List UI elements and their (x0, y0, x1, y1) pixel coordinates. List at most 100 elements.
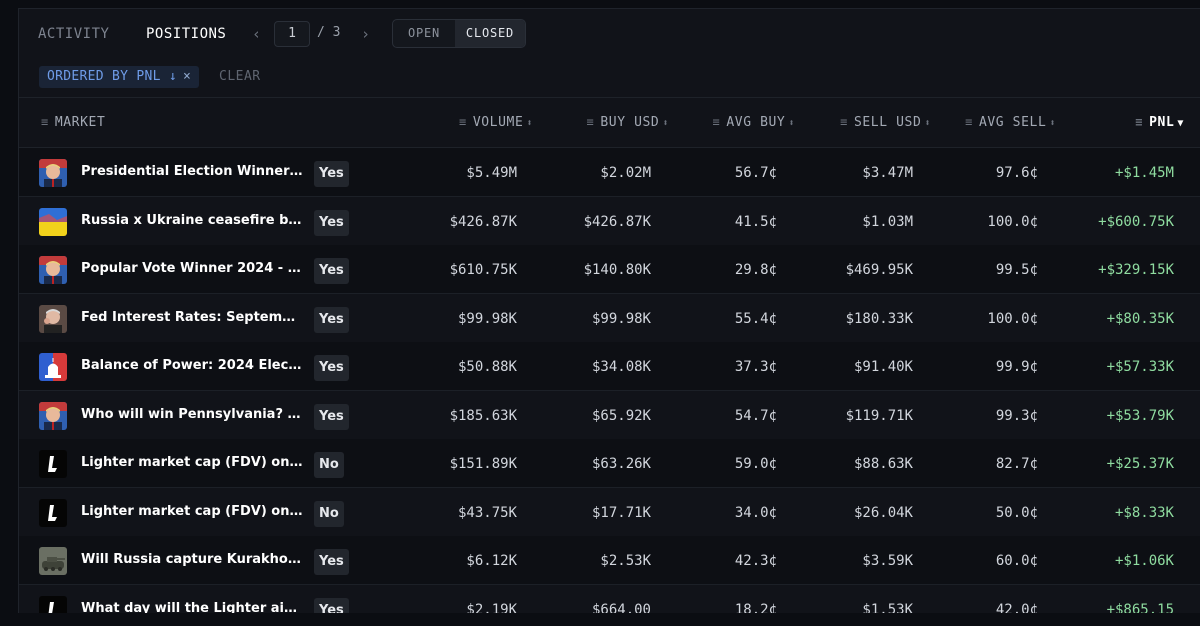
sell-usd-value: $180.33K (845, 310, 913, 327)
avg-sell-value: 97.6¢ (995, 165, 1038, 181)
toggle-open[interactable]: OPEN (407, 26, 441, 40)
pnl-value: +$53.79K (1106, 407, 1174, 424)
table-row[interactable]: Popular Vote Winner 2024 - Donald Trump Y… (19, 245, 1200, 294)
column-label: AVG SELL (978, 115, 1047, 130)
filter-icon[interactable]: ≡ (965, 115, 973, 129)
pnl-value: +$865.15 (1106, 601, 1174, 614)
table-row[interactable]: Presidential Election Winner 2024 - Dona… (19, 148, 1200, 197)
pnl-value: +$25.37K (1106, 456, 1174, 472)
sort-desc-icon[interactable]: ▼ (1177, 118, 1184, 129)
market-name[interactable]: Fed Interest Rates: September 2024 (81, 309, 303, 325)
table-row[interactable]: Who will win Pennsylvania? - Donald Trum… (19, 391, 1200, 440)
pnl-value: +$1.06K (1114, 553, 1174, 569)
page-number-input[interactable]: 1 (274, 21, 310, 47)
filter-bar: ORDERED BY PNL ↓ × CLEAR (19, 59, 1200, 98)
market-name[interactable]: Who will win Pennsylvania? - Donald Trum… (81, 406, 303, 422)
column-pnl[interactable]: ≡ PNL ▼ (1135, 115, 1184, 130)
sort-icon[interactable]: ⬍ (788, 118, 795, 129)
sort-icon[interactable]: ⬍ (924, 118, 931, 129)
buy-usd-value: $17.71K (591, 504, 651, 521)
sell-usd-value: $3.59K (862, 553, 913, 569)
filter-icon[interactable]: ≡ (41, 115, 49, 129)
buy-usd-value: $65.92K (591, 407, 651, 424)
market-name[interactable]: Popular Vote Winner 2024 - Donald Trump (81, 261, 303, 276)
column-avg-buy[interactable]: ≡ AVG BUY ⬍ (713, 115, 795, 130)
market-name[interactable]: Will Russia capture Kurakhove by (81, 552, 303, 567)
sort-icon[interactable]: ⬍ (526, 118, 533, 129)
close-icon[interactable]: × (183, 69, 192, 84)
market-name[interactable]: Presidential Election Winner 2024 - Dona… (81, 164, 303, 179)
pnl-value: +$57.33K (1106, 359, 1174, 375)
filter-icon[interactable]: ≡ (586, 115, 595, 129)
sell-usd-value: $1.03M (862, 213, 913, 230)
market-name[interactable]: Balance of Power: 2024 Election (81, 358, 303, 373)
market-name[interactable]: What day will the Lighter airdrop happen… (81, 600, 303, 614)
buy-usd-value: $34.08K (591, 359, 651, 375)
avg-sell-value: 60.0¢ (995, 553, 1038, 569)
avg-buy-value: 55.4¢ (734, 310, 777, 327)
table-row[interactable]: Will Russia capture Kurakhove by Yes $6.12… (19, 536, 1200, 585)
clear-filters-button[interactable]: CLEAR (219, 69, 261, 84)
avg-buy-value: 37.3¢ (734, 359, 777, 375)
column-label: BUY USD (600, 115, 660, 130)
pnl-value: +$1.45M (1114, 165, 1174, 181)
lighter-logo-icon (39, 498, 67, 527)
tab-positions[interactable]: POSITIONS (146, 26, 227, 42)
table-row[interactable]: Balance of Power: 2024 Election Yes $50.88… (19, 342, 1200, 391)
outcome-badge: Yes (314, 549, 349, 575)
sort-filter-chip[interactable]: ORDERED BY PNL ↓ × (39, 66, 200, 88)
tab-activity[interactable]: ACTIVITY (38, 26, 110, 42)
volume-value: $151.89K (449, 456, 517, 472)
tank-photo-icon (39, 547, 67, 575)
avg-buy-value: 34.0¢ (734, 504, 777, 521)
open-closed-toggle: OPEN CLOSED (392, 19, 526, 48)
avg-sell-value: 99.5¢ (995, 262, 1038, 278)
sell-usd-value: $119.71K (845, 407, 913, 424)
trump-portrait-icon (39, 401, 67, 430)
filter-icon[interactable]: ≡ (840, 115, 848, 129)
lighter-logo-icon (39, 595, 67, 613)
table-header: ≡ MARKET ≡ VOLUME ⬍ ≡ BUY USD ⬍ ≡ AVG BUY ⬍ ≡ SE… (19, 97, 1200, 148)
buy-usd-value: $426.87K (583, 213, 651, 230)
table-row[interactable]: Russia x Ukraine ceasefire by end of 202… (19, 197, 1200, 246)
chevron-left-icon[interactable]: ‹ (252, 25, 262, 43)
pnl-value: +$8.33K (1114, 504, 1174, 521)
toggle-closed[interactable]: CLOSED (455, 20, 525, 47)
table-row[interactable]: Lighter market cap (FDV) one day after l… (19, 439, 1200, 488)
positions-panel: ACTIVITY POSITIONS ‹ 1 / 3 › OPEN CLOSED… (18, 8, 1200, 613)
outcome-badge: Yes (314, 403, 349, 430)
filter-icon[interactable]: ≡ (458, 115, 467, 129)
table-row[interactable]: Fed Interest Rates: September 2024 Yes $99… (19, 294, 1200, 343)
pnl-value: +$80.35K (1106, 310, 1174, 327)
column-avg-sell[interactable]: ≡ AVG SELL ⬍ (965, 115, 1056, 130)
chevron-right-icon[interactable]: › (361, 25, 371, 43)
volume-value: $6.12K (466, 553, 517, 569)
filter-icon[interactable]: ≡ (712, 115, 721, 129)
sell-usd-value: $1.53K (862, 601, 913, 614)
column-label: PNL (1149, 115, 1175, 130)
column-volume[interactable]: ≡ VOLUME ⬍ (459, 115, 533, 130)
volume-value: $610.75K (449, 262, 517, 278)
sort-icon[interactable]: ⬍ (662, 118, 669, 129)
sort-icon[interactable]: ⬍ (1049, 118, 1056, 129)
outcome-badge: Yes (314, 597, 349, 613)
top-bar: ACTIVITY POSITIONS ‹ 1 / 3 › OPEN CLOSED (19, 9, 1200, 59)
volume-value: $426.87K (449, 213, 517, 230)
table-row[interactable]: What day will the Lighter airdrop happen… (19, 585, 1200, 614)
lighter-logo-icon (39, 450, 67, 478)
market-name[interactable]: Lighter market cap (FDV) one day after l… (81, 503, 303, 519)
avg-sell-value: 50.0¢ (995, 504, 1038, 521)
trump-portrait-icon (39, 256, 67, 284)
avg-buy-value: 41.5¢ (734, 213, 777, 230)
column-sell-usd[interactable]: ≡ SELL USD ⬍ (840, 115, 931, 130)
ukraine-flag-icon (39, 207, 67, 236)
column-buy-usd[interactable]: ≡ BUY USD ⬍ (587, 115, 669, 130)
filter-icon[interactable]: ≡ (1135, 115, 1144, 129)
market-name[interactable]: Lighter market cap (FDV) one day after l… (81, 455, 303, 470)
market-name[interactable]: Russia x Ukraine ceasefire by end of 202… (81, 212, 303, 228)
avg-buy-value: 18.2¢ (734, 601, 777, 614)
table-row[interactable]: Lighter market cap (FDV) one day after l… (19, 488, 1200, 537)
avg-buy-value: 56.7¢ (734, 165, 777, 181)
volume-value: $5.49M (466, 165, 517, 181)
column-market[interactable]: ≡ MARKET (41, 115, 105, 130)
